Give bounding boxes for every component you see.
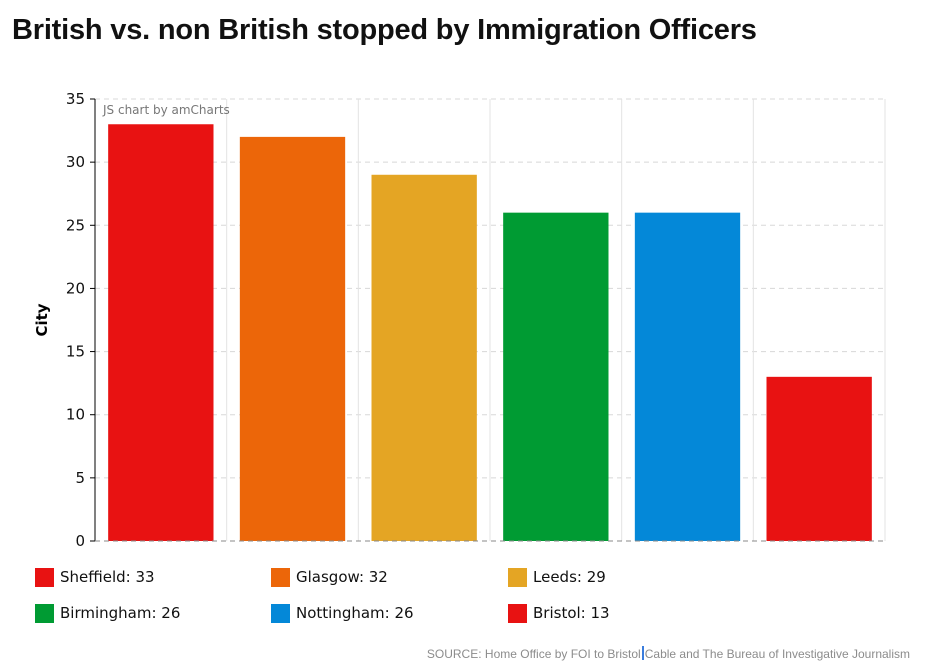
legend-swatch [508,567,527,587]
legend-swatch [508,603,527,623]
y-tick-label: 5 [75,469,85,487]
source-text-end: Cable and The Bureau of Investigative Jo… [644,647,910,661]
y-axis-label: City [33,303,51,336]
y-tick-label: 35 [66,90,85,108]
legend-label: Bristol: 13 [533,604,610,622]
legend-item-sheffield[interactable]: Sheffield: 33 [35,566,155,588]
amcharts-credit[interactable]: JS chart by amCharts [102,103,230,117]
legend-label: Glasgow: 32 [296,568,388,586]
y-tick-label: 0 [75,532,85,550]
legend-label: Leeds: 29 [533,568,606,586]
bar-leeds[interactable] [371,174,477,541]
y-tick-label: 20 [66,279,85,297]
bar-birmingham[interactable] [503,212,609,541]
bar-sheffield[interactable] [108,124,214,541]
bar-glasgow[interactable] [239,136,346,541]
bar-nottingham[interactable] [634,212,741,541]
legend-item-birmingham[interactable]: Birmingham: 26 [35,602,180,624]
text-cursor [641,646,644,660]
source-text-start: SOURCE: Home Office by FOI to Bristol [426,647,641,661]
source-note: SOURCE: Home Office by FOI to Bristol Cab… [427,646,910,661]
legend-swatch [35,603,54,623]
legend-label: Nottingham: 26 [296,604,414,622]
legend-item-nottingham[interactable]: Nottingham: 26 [271,602,414,624]
legend-swatch [271,567,290,587]
chart-bars [108,124,872,541]
chart-axes: 0 5 10 15 20 25 30 35 [66,90,885,550]
legend-item-leeds[interactable]: Leeds: 29 [508,566,606,588]
legend-label: Birmingham: 26 [60,604,181,622]
y-tick-label: 30 [66,153,85,171]
y-tick-label: 10 [66,406,85,424]
bar-bristol[interactable] [766,376,872,541]
y-tick-label: 15 [66,343,85,361]
legend-item-glasgow[interactable]: Glasgow: 32 [271,566,388,588]
legend-item-bristol[interactable]: Bristol: 13 [508,602,610,624]
legend-swatch [35,567,54,587]
legend-swatch [271,603,290,623]
y-tick-label: 25 [66,216,85,234]
page-title: British vs. non British stopped by Immig… [12,14,757,46]
legend-label: Sheffield: 33 [60,568,155,586]
